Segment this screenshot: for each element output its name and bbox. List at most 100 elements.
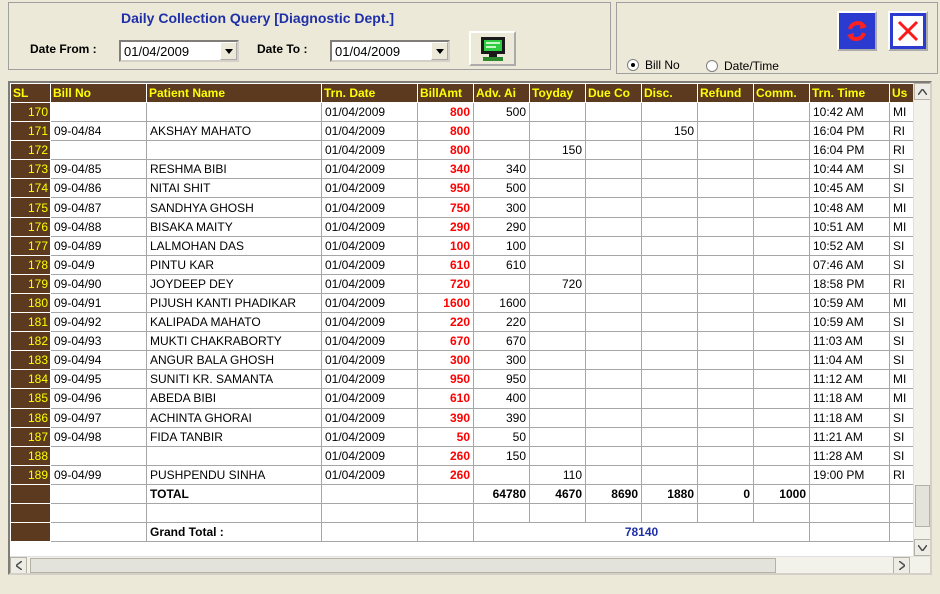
column-header[interactable]: SL: [10, 83, 51, 103]
table-row[interactable]: 184 09-04/95 SUNITI KR. SAMANTA 01/04/2009 9…: [10, 369, 914, 390]
column-header[interactable]: Comm.: [753, 83, 810, 103]
arrow-right-icon[interactable]: [893, 557, 910, 573]
cell-comm: [753, 101, 810, 123]
table-row[interactable]: 185 09-04/96 ABEDA BIBI 01/04/2009 610 400 11:…: [10, 388, 914, 409]
show-button[interactable]: [469, 31, 516, 66]
cell-refund: [697, 407, 754, 428]
cell-time: 10:42 AM: [809, 101, 890, 123]
cell-empty: [50, 483, 147, 504]
collection-grid[interactable]: SL Bill No Patient Name Trn. Date BillAmt Adv…: [8, 81, 932, 575]
cell-name: SUNITI KR. SAMANTA: [146, 369, 322, 390]
cell-refund: [697, 159, 754, 180]
arrow-left-icon[interactable]: [10, 557, 27, 573]
cell-refund: [697, 350, 754, 371]
cell-date: 01/04/2009: [321, 197, 418, 218]
column-header[interactable]: Trn. Date: [321, 83, 418, 103]
column-header[interactable]: Adv. Ai: [473, 83, 530, 103]
column-header[interactable]: Refund: [697, 83, 754, 103]
table-row[interactable]: 182 09-04/93 MUKTI CHAKRABORTY 01/04/2009 67…: [10, 331, 914, 352]
cell-user: SI: [889, 159, 914, 180]
cell-sl: 185: [10, 388, 51, 409]
table-row[interactable]: 173 09-04/85 RESHMA BIBI 01/04/2009 340 340 10…: [10, 159, 914, 180]
column-header[interactable]: Trn. Time: [809, 83, 890, 103]
cell-name: FIDA TANBIR: [146, 426, 322, 447]
cell-comm: [753, 312, 810, 333]
vertical-scroll-thumb[interactable]: [915, 485, 930, 527]
radio-bill-no[interactable]: Bill No: [627, 58, 680, 72]
radio-bill-no-dot[interactable]: [627, 59, 639, 71]
arrow-down-icon[interactable]: [914, 539, 930, 556]
cell-bill: 09-04/99: [50, 464, 147, 485]
table-row[interactable]: 177 09-04/89 LALMOHAN DAS 01/04/2009 100 100 1…: [10, 235, 914, 256]
cell-empty: [473, 502, 530, 524]
cell-due: [585, 407, 642, 428]
cell-time: 16:04 PM: [809, 121, 890, 142]
close-button[interactable]: [888, 11, 928, 51]
cell-today: [529, 350, 586, 371]
cell-disc: [641, 426, 698, 447]
cell-adv: 390: [473, 407, 530, 428]
table-row[interactable]: 188 01/04/2009 260 150 11:28 AM SI: [10, 445, 914, 466]
cell-amt: 800: [417, 101, 474, 123]
radio-date-time-dot[interactable]: [706, 60, 718, 72]
date-from-select[interactable]: 01/04/2009: [119, 40, 239, 62]
horizontal-scroll-thumb[interactable]: [30, 558, 776, 573]
cell-empty: [417, 522, 474, 543]
cell-adv: 1600: [473, 292, 530, 314]
cell-refund: [697, 254, 754, 275]
collection-table: SL Bill No Patient Name Trn. Date BillAmt Adv…: [10, 83, 914, 543]
cell-time: 10:45 AM: [809, 178, 890, 199]
table-row[interactable]: 172 01/04/2009 800 150 16:04 PM RI: [10, 140, 914, 161]
cell-time: 10:44 AM: [809, 159, 890, 180]
table-row[interactable]: 170 01/04/2009 800 500 10:42 AM MI: [10, 101, 914, 123]
cell-sl: 170: [10, 101, 51, 123]
table-row[interactable]: 179 09-04/90 JOYDEEP DEY 01/04/2009 720 720 18…: [10, 273, 914, 294]
table-row[interactable]: 187 09-04/98 FIDA TANBIR 01/04/2009 50 50 11:2…: [10, 426, 914, 447]
cell-today: [529, 426, 586, 447]
cell-today: [529, 197, 586, 218]
cell-time: 16:04 PM: [809, 140, 890, 161]
radio-date-time[interactable]: Date/Time: [706, 59, 779, 73]
cell-empty: [321, 522, 418, 543]
cell-date: 01/04/2009: [321, 331, 418, 352]
table-row[interactable]: 176 09-04/88 BISAKA MAITY 01/04/2009 290 290 1…: [10, 216, 914, 237]
cell-refund: [697, 445, 754, 466]
chevron-down-icon[interactable]: [220, 42, 237, 60]
cell-bill: 09-04/90: [50, 273, 147, 294]
column-header[interactable]: Bill No: [50, 83, 147, 103]
column-header[interactable]: Due Co: [585, 83, 642, 103]
table-row[interactable]: 171 09-04/84 AKSHAY MAHATO 01/04/2009 800 150…: [10, 121, 914, 142]
table-row[interactable]: 180 09-04/91 PIJUSH KANTI PHADIKAR 01/04/20…: [10, 292, 914, 314]
cell-sl: 182: [10, 331, 51, 352]
cell-today: 110: [529, 464, 586, 485]
column-header[interactable]: Us: [889, 83, 914, 103]
cell-time: 10:48 AM: [809, 197, 890, 218]
cell-date: 01/04/2009: [321, 216, 418, 237]
horizontal-scrollbar[interactable]: [10, 556, 930, 573]
date-to-select[interactable]: 01/04/2009: [330, 40, 450, 62]
cell-amt: 1600: [417, 292, 474, 314]
cell-amt: 220: [417, 312, 474, 333]
table-row[interactable]: 174 09-04/86 NITAI SHIT 01/04/2009 950 500 10:…: [10, 178, 914, 199]
cell-disc: [641, 273, 698, 294]
column-header[interactable]: Toyday: [529, 83, 586, 103]
table-row[interactable]: 186 09-04/97 ACHINTA GHORAI 01/04/2009 390 39…: [10, 407, 914, 428]
cell-time: 10:51 AM: [809, 216, 890, 237]
vertical-scrollbar[interactable]: [913, 83, 930, 556]
table-row: TOTAL 64780 4670 8690 1880 0 1000: [10, 483, 914, 504]
chevron-down-icon[interactable]: [431, 42, 448, 60]
table-row[interactable]: 183 09-04/94 ANGUR BALA GHOSH 01/04/2009 300…: [10, 350, 914, 371]
table-row[interactable]: 178 09-04/9 PINTU KAR 01/04/2009 610 610 07:46…: [10, 254, 914, 275]
column-header[interactable]: Patient Name: [146, 83, 322, 103]
table-row[interactable]: 189 09-04/99 PUSHPENDU SINHA 01/04/2009 260 1…: [10, 464, 914, 485]
column-header[interactable]: BillAmt: [417, 83, 474, 103]
refresh-button[interactable]: [837, 11, 877, 51]
cell-disc: [641, 216, 698, 237]
cell-name: PIJUSH KANTI PHADIKAR: [146, 292, 322, 314]
arrow-up-icon[interactable]: [914, 83, 930, 100]
table-row[interactable]: 175 09-04/87 SANDHYA GHOSH 01/04/2009 750 300…: [10, 197, 914, 218]
cell-empty: [889, 502, 914, 524]
column-header[interactable]: Disc.: [641, 83, 698, 103]
total-adv: 64780: [473, 483, 530, 504]
table-row[interactable]: 181 09-04/92 KALIPADA MAHATO 01/04/2009 220 2…: [10, 312, 914, 333]
